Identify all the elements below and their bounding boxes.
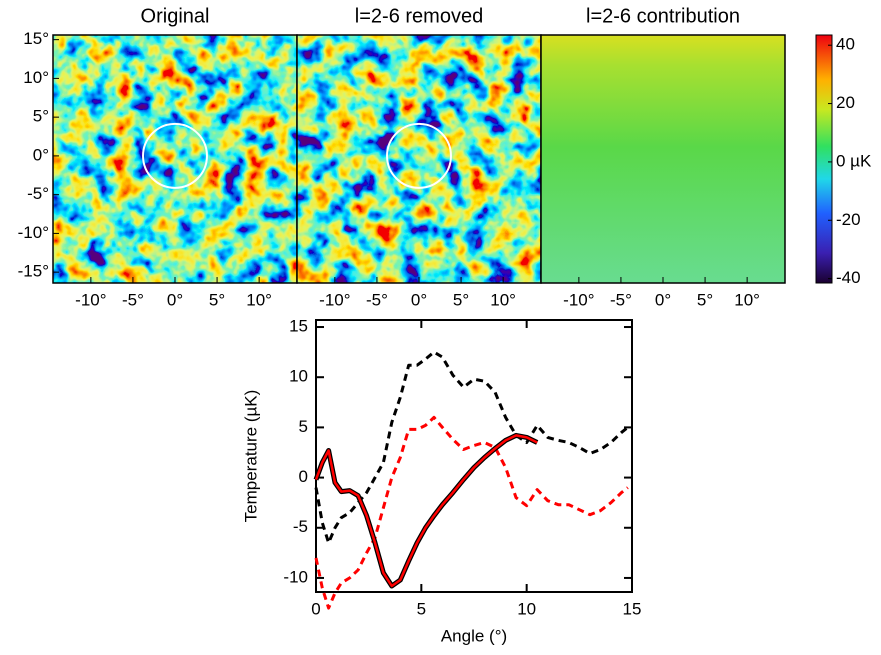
colorbar-tick-label: 0 µK [836, 151, 872, 170]
x-tick-label: -10° [319, 290, 350, 309]
x-tick-label: 10° [490, 290, 516, 309]
x-tick-label: -5° [366, 290, 388, 309]
map-title: l=2-6 contribution [586, 5, 740, 27]
colorbar-tick-label: -40 [836, 268, 861, 287]
x-tick-label: 15 [623, 599, 642, 618]
series-line [314, 415, 629, 610]
region-circle [142, 122, 208, 189]
plot-frame [315, 319, 633, 593]
sky-map [297, 35, 541, 283]
x-tick-label: 10 [517, 599, 536, 618]
x-tick-label: -5° [122, 290, 144, 309]
y-tick-label: 0 [299, 467, 308, 486]
series-line [313, 432, 539, 589]
x-tick-label: 5° [209, 290, 225, 309]
y-tick-label: -5° [27, 184, 49, 203]
colorbar [815, 34, 833, 284]
y-tick-label: 15 [289, 317, 308, 336]
y-tick-label: -15° [18, 262, 49, 281]
x-tick-label: 0 [311, 599, 320, 618]
x-tick-label: 5 [417, 599, 426, 618]
y-tick-label: 10° [23, 68, 49, 87]
colorbar-tick-label: 20 [836, 93, 855, 112]
region-circle [386, 122, 452, 189]
y-tick-label: -10° [18, 223, 49, 242]
y-tick-label: -10 [283, 567, 308, 586]
x-tick-label: 10° [734, 290, 760, 309]
colorbar-tick-label: -20 [836, 210, 861, 229]
map-title: l=2-6 removed [355, 5, 483, 27]
y-tick-label: 15° [23, 29, 49, 48]
x-tick-label: 0° [411, 290, 427, 309]
map-title: Original [141, 5, 210, 27]
x-axis-label: Angle (°) [441, 626, 507, 645]
x-tick-label: -5° [610, 290, 632, 309]
colorbar-tick-label: 40 [836, 35, 855, 54]
series-line [314, 434, 538, 588]
y-tick-label: 0° [33, 145, 49, 164]
y-tick-label: 5 [299, 417, 308, 436]
x-tick-label: 5° [453, 290, 469, 309]
x-tick-label: 5° [697, 290, 713, 309]
x-tick-label: -10° [563, 290, 594, 309]
y-tick-label: 5° [33, 107, 49, 126]
x-tick-label: 0° [167, 290, 183, 309]
x-tick-label: 10° [246, 290, 272, 309]
y-tick-label: 10 [289, 367, 308, 386]
x-tick-label: -10° [75, 290, 106, 309]
y-axis-label: Temperature (µK) [241, 390, 260, 523]
sky-map [53, 35, 297, 283]
series-line [314, 350, 629, 545]
y-tick-label: -5 [293, 517, 308, 536]
x-tick-label: 0° [655, 290, 671, 309]
sky-map [541, 35, 785, 283]
